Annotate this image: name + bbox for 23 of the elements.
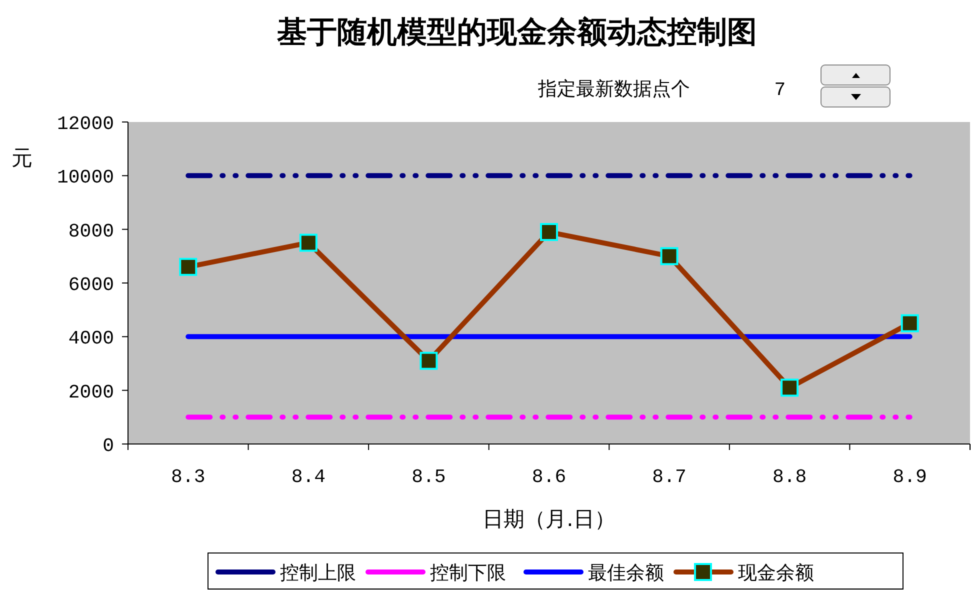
x-tick-label: 8.7 bbox=[652, 466, 686, 488]
y-tick-label: 8000 bbox=[68, 220, 114, 242]
y-tick-label: 12000 bbox=[56, 113, 114, 135]
x-tick-label: 8.9 bbox=[892, 466, 927, 488]
text: 7 bbox=[774, 79, 786, 101]
x-axis-title: 日期（月.日） bbox=[482, 507, 616, 531]
legend-label: 最佳余额 bbox=[588, 562, 664, 584]
x-tick-label: 8.5 bbox=[412, 466, 446, 488]
x-tick-label: 8.6 bbox=[532, 466, 566, 488]
y-tick-label: 0 bbox=[102, 435, 114, 457]
text: 指定最新数据点个 bbox=[537, 78, 690, 100]
y-tick-label: 4000 bbox=[68, 328, 114, 350]
legend-label: 控制下限 bbox=[430, 562, 506, 584]
legend-label: 现金余额 bbox=[738, 562, 814, 584]
legend-label: 控制上限 bbox=[280, 562, 356, 584]
y-tick-label: 10000 bbox=[56, 166, 114, 189]
y-tick-label: 6000 bbox=[68, 274, 114, 296]
y-axis-title: 元 bbox=[12, 146, 32, 170]
x-tick-label: 8.3 bbox=[171, 466, 206, 488]
chart-title: 基于随机模型的现金余额动态控制图 bbox=[276, 15, 757, 50]
y-tick-label: 2000 bbox=[68, 381, 114, 404]
x-tick-label: 8.8 bbox=[772, 466, 807, 488]
x-tick-label: 8.4 bbox=[291, 466, 326, 488]
